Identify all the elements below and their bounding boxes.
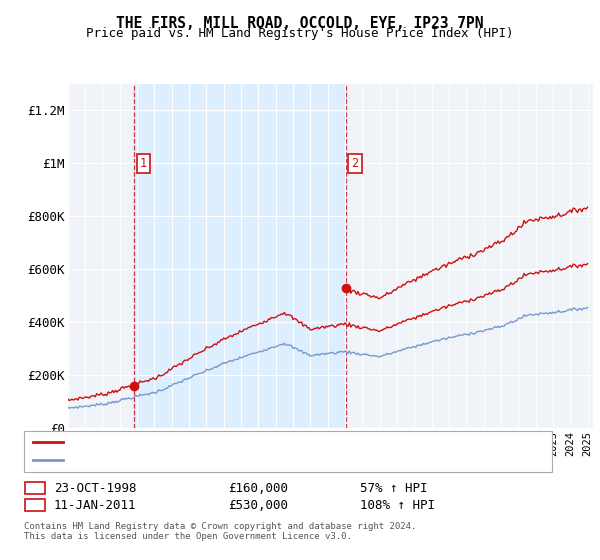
- Text: 2: 2: [352, 157, 359, 170]
- Text: 57% ↑ HPI: 57% ↑ HPI: [360, 482, 427, 495]
- Text: THE FIRS, MILL ROAD, OCCOLD, EYE, IP23 7PN (detached house): THE FIRS, MILL ROAD, OCCOLD, EYE, IP23 7…: [67, 437, 466, 447]
- Text: 11-JAN-2011: 11-JAN-2011: [54, 498, 137, 512]
- Text: 2: 2: [31, 498, 39, 512]
- Text: THE FIRS, MILL ROAD, OCCOLD, EYE, IP23 7PN: THE FIRS, MILL ROAD, OCCOLD, EYE, IP23 7…: [116, 16, 484, 31]
- Text: 1: 1: [140, 157, 147, 170]
- Text: 23-OCT-1998: 23-OCT-1998: [54, 482, 137, 495]
- Bar: [134, 84, 346, 428]
- Text: This data is licensed under the Open Government Licence v3.0.: This data is licensed under the Open Gov…: [24, 532, 352, 541]
- Text: HPI: Average price, detached house, Mid Suffolk: HPI: Average price, detached house, Mid …: [67, 455, 385, 465]
- Text: 1: 1: [31, 482, 39, 495]
- Text: 108% ↑ HPI: 108% ↑ HPI: [360, 498, 435, 512]
- Text: Contains HM Land Registry data © Crown copyright and database right 2024.: Contains HM Land Registry data © Crown c…: [24, 522, 416, 531]
- Text: Price paid vs. HM Land Registry's House Price Index (HPI): Price paid vs. HM Land Registry's House …: [86, 27, 514, 40]
- Text: £530,000: £530,000: [228, 498, 288, 512]
- Text: £160,000: £160,000: [228, 482, 288, 495]
